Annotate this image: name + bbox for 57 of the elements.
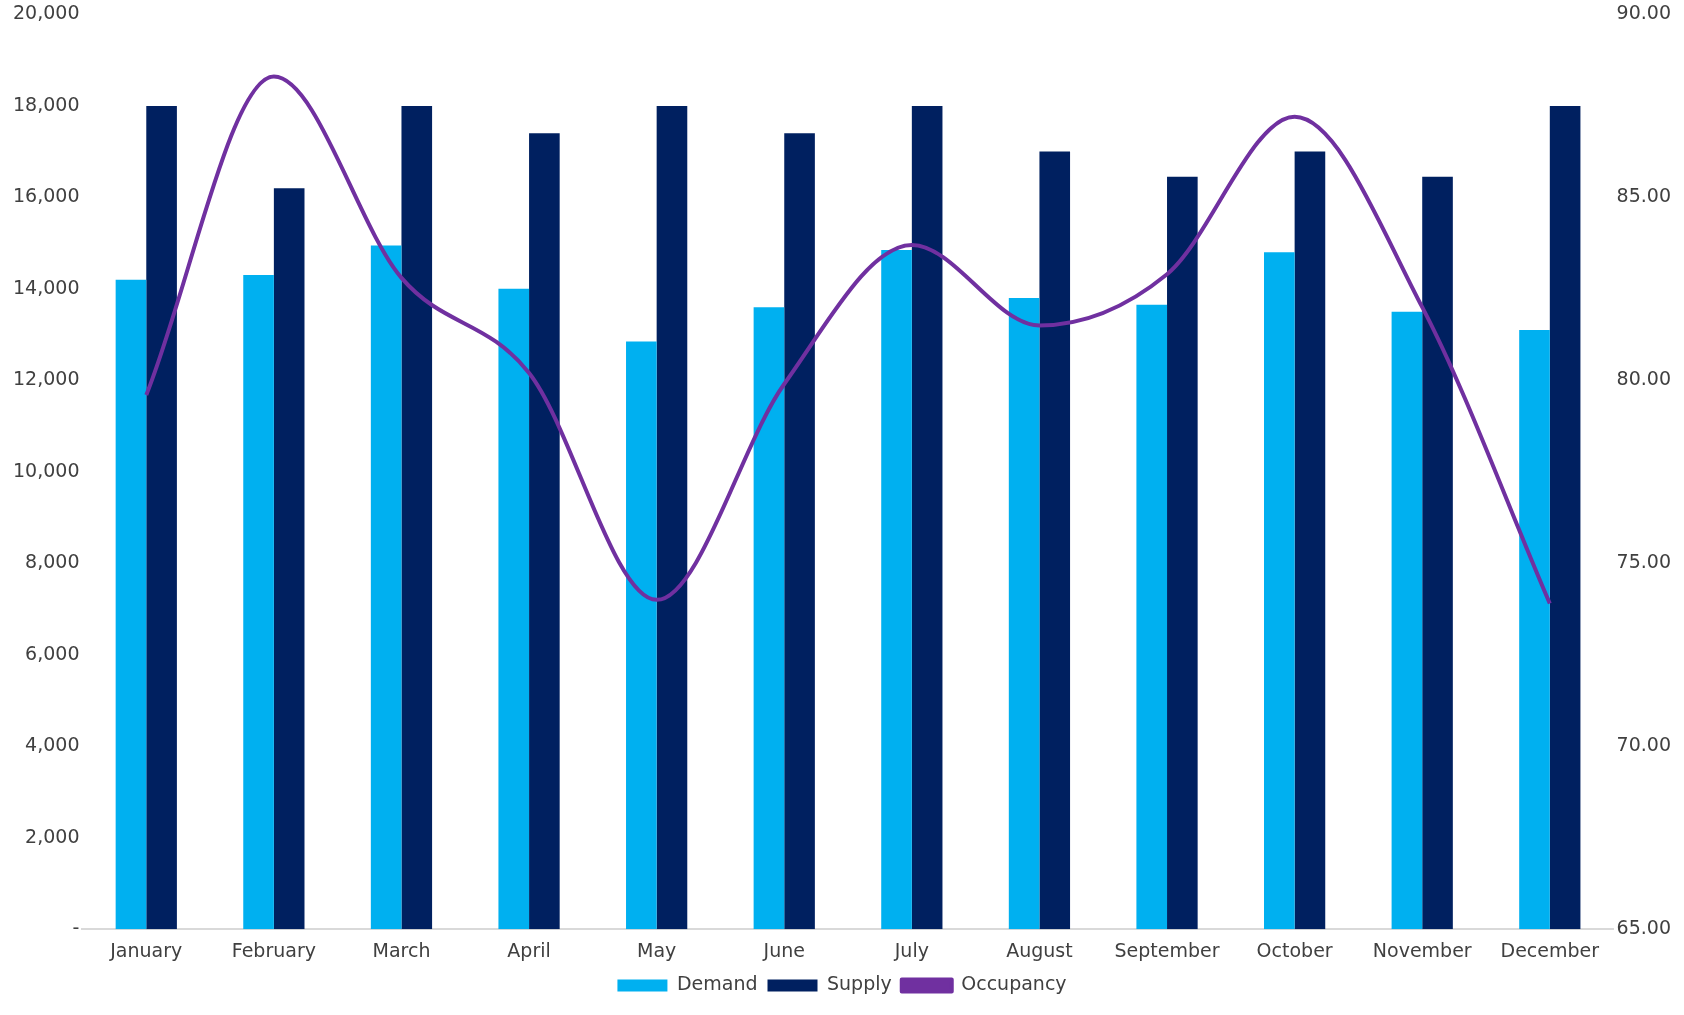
bar bbox=[1519, 330, 1550, 930]
x-tick-label: August bbox=[1006, 938, 1073, 961]
y-tick-label: 12,000 bbox=[13, 367, 80, 390]
x-tick-label: March bbox=[372, 938, 431, 961]
legend-label: Occupancy bbox=[961, 972, 1067, 995]
bar bbox=[498, 288, 530, 930]
bar bbox=[1294, 151, 1326, 930]
bar bbox=[401, 105, 433, 930]
bar bbox=[911, 105, 943, 930]
y2-tick-label: 75.00 bbox=[1616, 550, 1672, 573]
x-tick-label: July bbox=[893, 938, 929, 961]
bar bbox=[115, 279, 147, 930]
y2-tick-label: 65.00 bbox=[1616, 916, 1672, 939]
x-tick-label: October bbox=[1256, 938, 1333, 961]
x-tick-label: February bbox=[231, 938, 316, 961]
bar bbox=[656, 105, 688, 930]
bar bbox=[753, 307, 785, 930]
x-tick-label: April bbox=[507, 938, 551, 961]
y-tick-label: 16,000 bbox=[13, 184, 80, 207]
bar bbox=[1008, 297, 1040, 930]
bar bbox=[529, 133, 560, 930]
y2-tick-label: 80.00 bbox=[1616, 367, 1672, 390]
y-tick-label: 18,000 bbox=[13, 92, 80, 115]
bar bbox=[1264, 252, 1295, 930]
bar bbox=[273, 188, 305, 930]
bar bbox=[1167, 176, 1198, 930]
x-tick-label: May bbox=[637, 938, 677, 961]
legend-label: Demand bbox=[676, 972, 758, 995]
x-tick-label: November bbox=[1372, 938, 1472, 961]
y-tick-label: 6,000 bbox=[25, 641, 80, 664]
y-tick-label: 10,000 bbox=[13, 458, 80, 481]
y2-tick-label: 85.00 bbox=[1616, 184, 1672, 207]
bar bbox=[1391, 311, 1423, 930]
y-tick-label: 2,000 bbox=[25, 824, 80, 847]
y-tick-label: 20,000 bbox=[13, 1, 80, 24]
x-tick-label: June bbox=[762, 938, 805, 961]
bar bbox=[626, 341, 657, 930]
x-tick-label: January bbox=[109, 938, 183, 961]
y-tick-label: 14,000 bbox=[13, 275, 80, 298]
bar bbox=[1549, 105, 1581, 930]
bar bbox=[1136, 304, 1168, 930]
y-tick-label: 8,000 bbox=[25, 550, 80, 573]
bar bbox=[146, 105, 177, 930]
bar bbox=[1422, 176, 1453, 930]
bar bbox=[370, 245, 402, 930]
bar bbox=[243, 275, 274, 930]
x-tick-label: December bbox=[1500, 938, 1600, 961]
legend-label: Supply bbox=[827, 972, 892, 995]
bar bbox=[784, 133, 815, 930]
y-tick-label: 4,000 bbox=[25, 733, 80, 756]
line-series bbox=[144, 74, 1552, 606]
bar bbox=[881, 249, 912, 930]
y2-tick-label: 90.00 bbox=[1616, 1, 1672, 24]
bar bbox=[1039, 151, 1071, 930]
y2-tick-label: 70.00 bbox=[1616, 733, 1672, 756]
y-tick-label: - bbox=[72, 916, 80, 939]
x-tick-label: September bbox=[1114, 938, 1220, 961]
